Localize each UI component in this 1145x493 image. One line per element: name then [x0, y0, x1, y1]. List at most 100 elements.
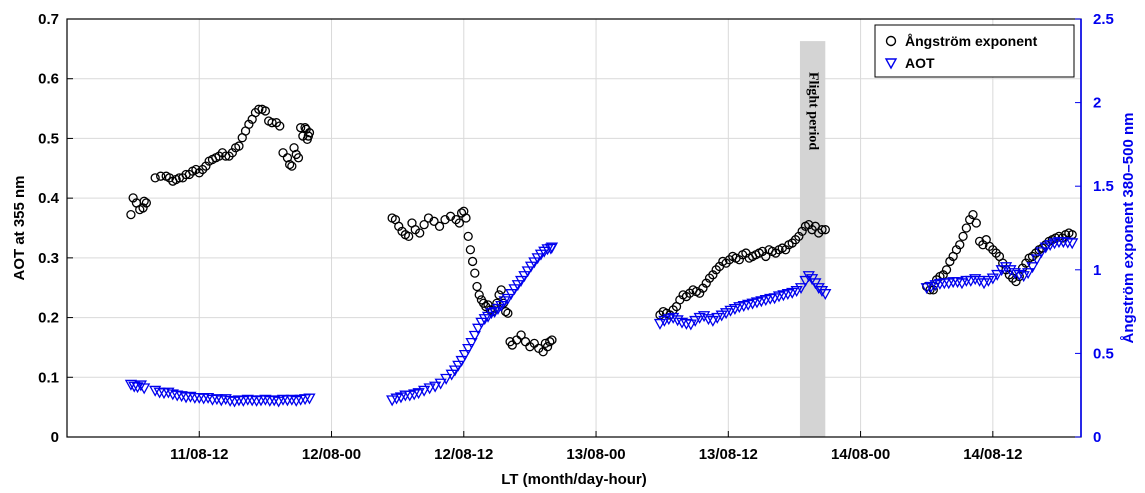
series-aot — [124, 237, 1079, 408]
angstrom-point — [139, 196, 149, 206]
aot-point — [689, 315, 702, 327]
plot-frame — [66, 18, 1082, 438]
aot-point — [1017, 271, 1030, 283]
grid-lines — [67, 18, 1081, 438]
angstrom-point — [941, 265, 952, 275]
angstrom-point — [547, 335, 557, 345]
x-tick-label: 13/08-12 — [699, 446, 758, 463]
aot-point — [671, 315, 684, 327]
aot-point — [518, 271, 531, 283]
aot-point — [1066, 238, 1079, 250]
angstrom-point — [971, 218, 981, 228]
angstrom-point — [459, 206, 469, 216]
angstrom-point — [501, 306, 511, 317]
angstrom-point — [463, 231, 473, 242]
flight-period-band — [799, 41, 826, 437]
angstrom-point — [278, 148, 288, 158]
aot-point — [429, 381, 442, 393]
aot-point — [268, 395, 281, 407]
angstrom-point — [260, 106, 271, 116]
aot-point — [514, 275, 528, 287]
left-axis: 0 0.1 0.2 0.3 0.4 0.5 0.6 0.7 — [38, 11, 73, 446]
aot-point — [812, 283, 825, 295]
flight-period-label: Flight period — [805, 72, 820, 150]
angstrom-point — [503, 308, 513, 318]
aot-point — [999, 262, 1013, 274]
aot-point — [434, 378, 447, 390]
y2-axis-title: Ångström exponent 380–500 nm — [1120, 113, 1137, 344]
aot-point — [210, 394, 224, 406]
aot-point — [969, 274, 982, 286]
right-axis: 0 0.5 1 1.5 2 2.5 — [1075, 11, 1114, 446]
aot-point — [423, 383, 436, 395]
aot-point — [166, 389, 179, 401]
aot-point — [545, 242, 559, 254]
aot-point — [1021, 268, 1035, 280]
angstrom-point — [516, 330, 526, 340]
aot-point — [1035, 247, 1048, 259]
angstrom-point — [958, 231, 968, 242]
aot-point — [303, 393, 316, 405]
aot-point — [702, 314, 715, 326]
angstrom-point — [415, 228, 425, 238]
aot-point — [458, 349, 471, 361]
aot-point — [452, 360, 465, 372]
x-axis-title: LT (month/day-hour) — [501, 471, 647, 488]
angstrom-point — [267, 118, 277, 128]
aot-point — [819, 289, 832, 301]
y2-tick-label: 1 — [1093, 262, 1101, 279]
aot-point — [1004, 265, 1017, 277]
aot-point — [991, 269, 1004, 281]
aot-point — [455, 355, 468, 367]
legend-box — [874, 24, 1075, 78]
x-tick-label: 14/08-12 — [963, 446, 1022, 463]
angstrom-point — [968, 209, 978, 220]
angstrom-point — [282, 153, 293, 163]
aot-point — [697, 311, 711, 323]
aot-point — [706, 315, 719, 327]
angstrom-point — [545, 337, 555, 347]
aot-point — [794, 283, 808, 295]
aot-point — [495, 300, 508, 312]
angstrom-point — [961, 223, 972, 233]
x-axis: 11/08-12 12/08-00 12/08-12 13/08-00 13/08-12… — [170, 431, 1022, 463]
angstrom-point — [467, 256, 478, 267]
y-tick-label: 0.2 — [38, 310, 59, 327]
x-tick-label: 12/08-00 — [302, 446, 361, 463]
angstrom-point — [404, 231, 414, 242]
angstrom-point — [454, 218, 465, 228]
y2-tick-label: 0 — [1093, 429, 1101, 446]
aot-point — [412, 388, 425, 400]
angstrom-point — [126, 209, 136, 220]
aot-point — [162, 387, 175, 399]
legend-marker-aot — [884, 58, 898, 70]
aot-point — [973, 275, 986, 287]
y-tick-label: 0.3 — [38, 250, 59, 267]
legend-label-angstrom: Ångström exponent — [905, 33, 1038, 49]
aot-point — [149, 385, 162, 397]
aot-point — [675, 317, 689, 329]
aot-point — [790, 286, 803, 298]
y2-tick-label: 1.5 — [1093, 178, 1114, 195]
aot-point — [1026, 262, 1039, 274]
angstrom-point — [496, 285, 506, 295]
angstrom-point — [419, 220, 429, 230]
x-tick-label: 11/08-12 — [170, 446, 228, 463]
y-tick-label: 0.1 — [38, 369, 59, 386]
series-angstrom — [126, 104, 1077, 357]
legend: Ångström exponent AOT — [874, 24, 1075, 78]
aot-point — [1008, 268, 1021, 280]
angstrom-point — [234, 141, 244, 151]
aot-point — [505, 289, 518, 301]
angstrom-point — [461, 213, 471, 223]
angstrom-point — [304, 128, 315, 138]
aot-point — [799, 275, 812, 287]
aot-point — [684, 319, 697, 331]
aot-point — [802, 271, 815, 283]
angstrom-point — [474, 290, 484, 300]
aot-point — [521, 266, 534, 278]
aot-point — [1013, 269, 1026, 281]
series-layer — [124, 104, 1079, 408]
aot-point — [815, 286, 829, 298]
angstrom-point — [470, 268, 480, 278]
